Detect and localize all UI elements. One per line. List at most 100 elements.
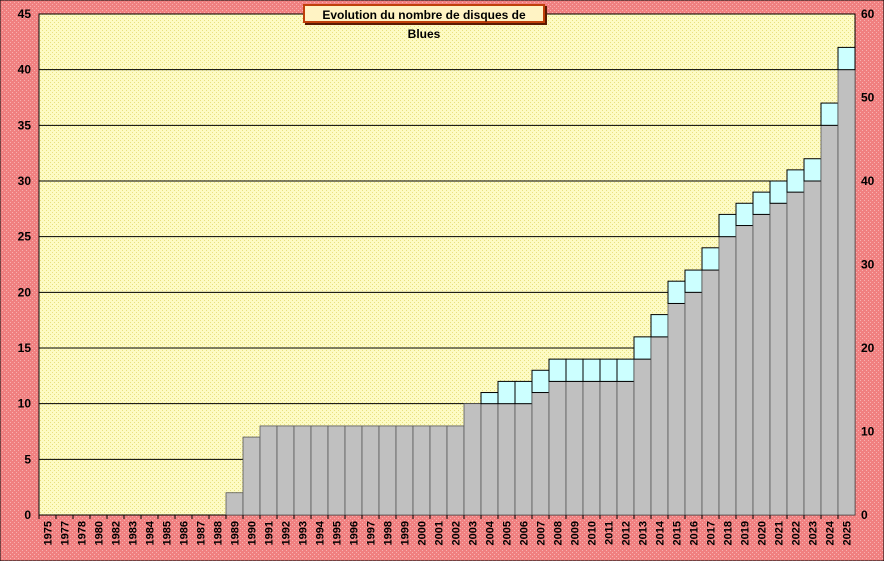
y2-tick-label: 20 [861,341,875,355]
y2-tick-label: 10 [861,425,875,439]
bar-base [837,69,856,516]
bar-base [718,236,737,516]
bar-top [786,169,805,193]
x-tick-label: 1985 [162,521,174,545]
bar-base [752,213,771,516]
bar-top [820,102,839,126]
bar-top [769,180,788,204]
bar-top [616,358,635,382]
x-tick-label: 1993 [298,521,310,545]
chart-title: Evolution du nombre de disques de Blues [303,4,545,41]
bar-base [684,291,703,516]
x-tick-label: 1999 [400,521,412,545]
bar-base [633,358,652,516]
bar-base [820,124,839,516]
x-tick-label: 2003 [468,521,480,545]
bar-top [837,46,856,71]
bar-base [361,425,380,516]
bar-top [599,358,618,382]
bar-top [480,392,499,405]
bar-base [463,403,482,516]
bar-base [701,269,720,516]
bar-top [718,213,737,238]
y-tick-label: 40 [18,63,32,77]
bar-top [684,269,703,293]
bar-base [735,225,754,516]
y2-tick-label: 60 [861,7,875,21]
y-tick-label: 20 [18,285,32,299]
bar-base [344,425,363,516]
x-tick-label: 1998 [383,521,395,545]
bar-base [599,380,618,516]
x-tick-label: 2023 [808,521,820,545]
bar-top [752,191,771,215]
y-tick-label: 45 [18,7,32,21]
bar-base [225,492,244,516]
bar-base [378,425,397,516]
x-tick-label: 1983 [128,521,140,545]
bar-base [259,425,278,516]
bar-base [514,403,533,516]
x-tick-label: 1975 [43,521,55,545]
bar-base [769,202,788,516]
x-tick-label: 2022 [791,521,803,545]
y-tick-label: 15 [18,341,32,355]
x-tick-label: 2020 [757,521,769,545]
x-tick-label: 2005 [502,521,514,545]
bar-base [412,425,431,516]
y-tick-label: 5 [24,452,31,466]
x-tick-label: 1986 [179,521,191,545]
y2-tick-label: 0 [861,508,868,522]
y2-tick-label: 40 [861,174,875,188]
x-tick-label: 1984 [145,520,157,545]
x-tick-label: 1992 [281,521,293,545]
y2-tick-label: 50 [861,91,875,105]
x-tick-label: 2001 [434,521,446,545]
x-tick-label: 2016 [689,521,701,545]
bar-top [735,202,754,227]
bar-top [667,280,686,304]
x-tick-label: 2018 [723,521,735,545]
y-tick-label: 35 [18,118,32,132]
x-tick-label: 1990 [247,521,259,545]
bar-base [803,180,822,516]
x-tick-label: 1995 [332,521,344,545]
x-tick-label: 2015 [672,521,684,545]
x-tick-label: 2025 [842,521,854,545]
x-tick-label: 2014 [655,520,667,545]
x-tick-label: 2012 [621,521,633,545]
y-tick-label: 10 [18,397,32,411]
bar-base [480,403,499,516]
x-tick-label: 2017 [706,521,718,545]
bar-base [276,425,295,516]
bar-top [803,158,822,182]
bar-top [548,358,567,382]
bar-base [616,380,635,516]
bar-base [650,336,669,516]
bar-top [701,247,720,271]
x-tick-label: 2011 [604,521,616,545]
x-tick-label: 2006 [519,521,531,545]
y-tick-label: 30 [18,174,32,188]
x-tick-label: 2010 [587,521,599,545]
y-tick-label: 0 [24,508,31,522]
bar-base [667,303,686,516]
x-tick-label: 2004 [485,520,497,545]
x-tick-label: 1987 [196,521,208,545]
x-tick-label: 1997 [366,521,378,545]
x-tick-label: 1980 [94,521,106,545]
bar-base [548,380,567,516]
bar-base [531,392,550,516]
y-tick-label: 25 [18,230,32,244]
x-tick-label: 1978 [77,521,89,545]
x-tick-label: 1996 [349,521,361,545]
x-tick-label: 1991 [264,521,276,545]
bar-base [242,436,261,516]
bar-top [650,314,669,338]
bar-base [565,380,584,516]
bar-base [310,425,329,516]
bar-base [446,425,465,516]
